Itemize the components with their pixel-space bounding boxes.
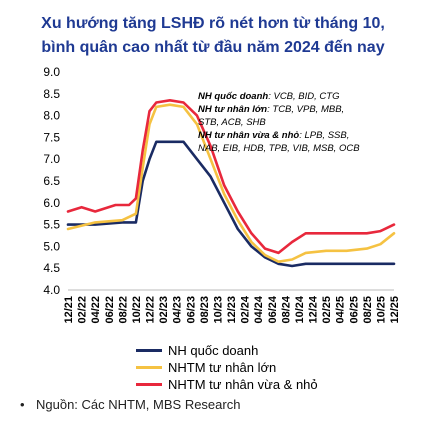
- annotation-text: STB, ACB, SHB: [198, 117, 266, 128]
- annotation-text: : VCB, BID, CTG: [268, 91, 339, 102]
- x-tick-label: 02/25: [321, 296, 333, 324]
- series-line-2: [66, 99, 396, 255]
- x-tick-label: 12/25: [389, 296, 401, 324]
- x-tick-label: 04/25: [335, 296, 347, 324]
- annotation-line: NH tư nhân vừa & nhỏ: LPB, SSB,: [198, 130, 349, 141]
- y-tick-label: 5.5: [43, 218, 60, 232]
- legend-label-large-private-banks: NHTM tư nhân lớn: [168, 360, 277, 375]
- legend-item-state-banks: NH quốc doanh: [136, 343, 258, 358]
- annotation-line: NAB, EIB, HDB, TPB, VIB, MSB, OCB: [198, 143, 360, 154]
- x-tick-label: 12/21: [63, 296, 75, 324]
- x-tick-label: 10/24: [294, 295, 306, 323]
- legend-swatch-large-private-banks: [136, 366, 162, 369]
- x-tick-label: 04/22: [90, 296, 102, 324]
- annotation-line: STB, ACB, SHB: [198, 117, 266, 128]
- annotation-text: : LPB, SSB,: [299, 130, 349, 141]
- y-tick-label: 7.5: [43, 130, 60, 144]
- x-tick-label: 04/23: [172, 296, 184, 324]
- x-tick-label: 08/22: [117, 296, 129, 324]
- annotation-text: : TCB, VPB, MBB,: [267, 104, 344, 115]
- legend-label-state-banks: NH quốc doanh: [168, 343, 259, 358]
- chart-title-line2: bình quân cao nhất từ đầu năm 2024 đến n…: [41, 39, 385, 56]
- annotation-label: NH quốc doanh: [198, 91, 268, 102]
- x-tick-label: 06/24: [267, 295, 279, 323]
- legend-item-small-private-banks: NHTM tư nhân vừa & nhỏ: [136, 377, 318, 392]
- x-tick-label: 06/25: [348, 296, 360, 324]
- chart-title: Xu hướng tăng LSHĐ rõ nét hơn từ tháng 1…: [0, 12, 426, 60]
- y-tick-label: 9.0: [43, 65, 60, 79]
- x-tick-label: 02/23: [158, 296, 170, 324]
- x-tick-label: 02/24: [240, 295, 252, 323]
- x-tick-label: 12/23: [226, 296, 238, 324]
- y-tick-label: 6.5: [43, 174, 60, 188]
- y-tick-label: 4.0: [43, 283, 60, 297]
- annotation-label: NH tư nhân lớn: [198, 104, 267, 115]
- annotation-line: NH tư nhân lớn: TCB, VPB, MBB,: [198, 104, 344, 115]
- x-tick-label: 10/22: [131, 296, 143, 324]
- x-tick-label: 02/22: [77, 296, 89, 324]
- y-tick-label: 8.5: [43, 87, 60, 101]
- y-tick-label: 6.0: [43, 196, 60, 210]
- y-tick-label: 5.0: [43, 239, 60, 253]
- legend-label-small-private-banks: NHTM tư nhân vừa & nhỏ: [168, 377, 318, 392]
- source-bullet-icon: •: [20, 397, 25, 412]
- x-tick-label: 10/23: [212, 296, 224, 324]
- x-tick-label: 12/24: [308, 295, 320, 323]
- legend-swatch-state-banks: [136, 349, 162, 352]
- annotation-text: NAB, EIB, HDB, TPB, VIB, MSB, OCB: [198, 143, 360, 154]
- y-tick-label: 7.0: [43, 152, 60, 166]
- x-tick-label: 12/22: [145, 296, 157, 324]
- series-line-1: [66, 103, 396, 263]
- annotation-line: NH quốc doanh: VCB, BID, CTG: [198, 91, 339, 102]
- x-tick-label: 08/24: [280, 295, 292, 323]
- x-tick-label: 08/25: [362, 296, 374, 324]
- chart-title-line1: Xu hướng tăng LSHĐ rõ nét hơn từ tháng 1…: [41, 15, 385, 32]
- x-tick-label: 08/23: [199, 296, 211, 324]
- x-tick-label: 06/22: [104, 296, 116, 324]
- x-tick-label: 04/24: [253, 295, 265, 323]
- legend-item-large-private-banks: NHTM tư nhân lớn: [136, 360, 276, 375]
- y-tick-label: 4.5: [43, 261, 60, 275]
- x-tick-label: 10/25: [375, 296, 387, 324]
- x-tick-label: 06/23: [185, 296, 197, 324]
- y-tick-label: 8.0: [43, 109, 60, 123]
- annotation-label: NH tư nhân vừa & nhỏ: [198, 130, 299, 141]
- legend-swatch-small-private-banks: [136, 383, 162, 386]
- series-line-0: [66, 140, 396, 268]
- source-note: Nguồn: Các NHTM, MBS Research: [36, 397, 241, 412]
